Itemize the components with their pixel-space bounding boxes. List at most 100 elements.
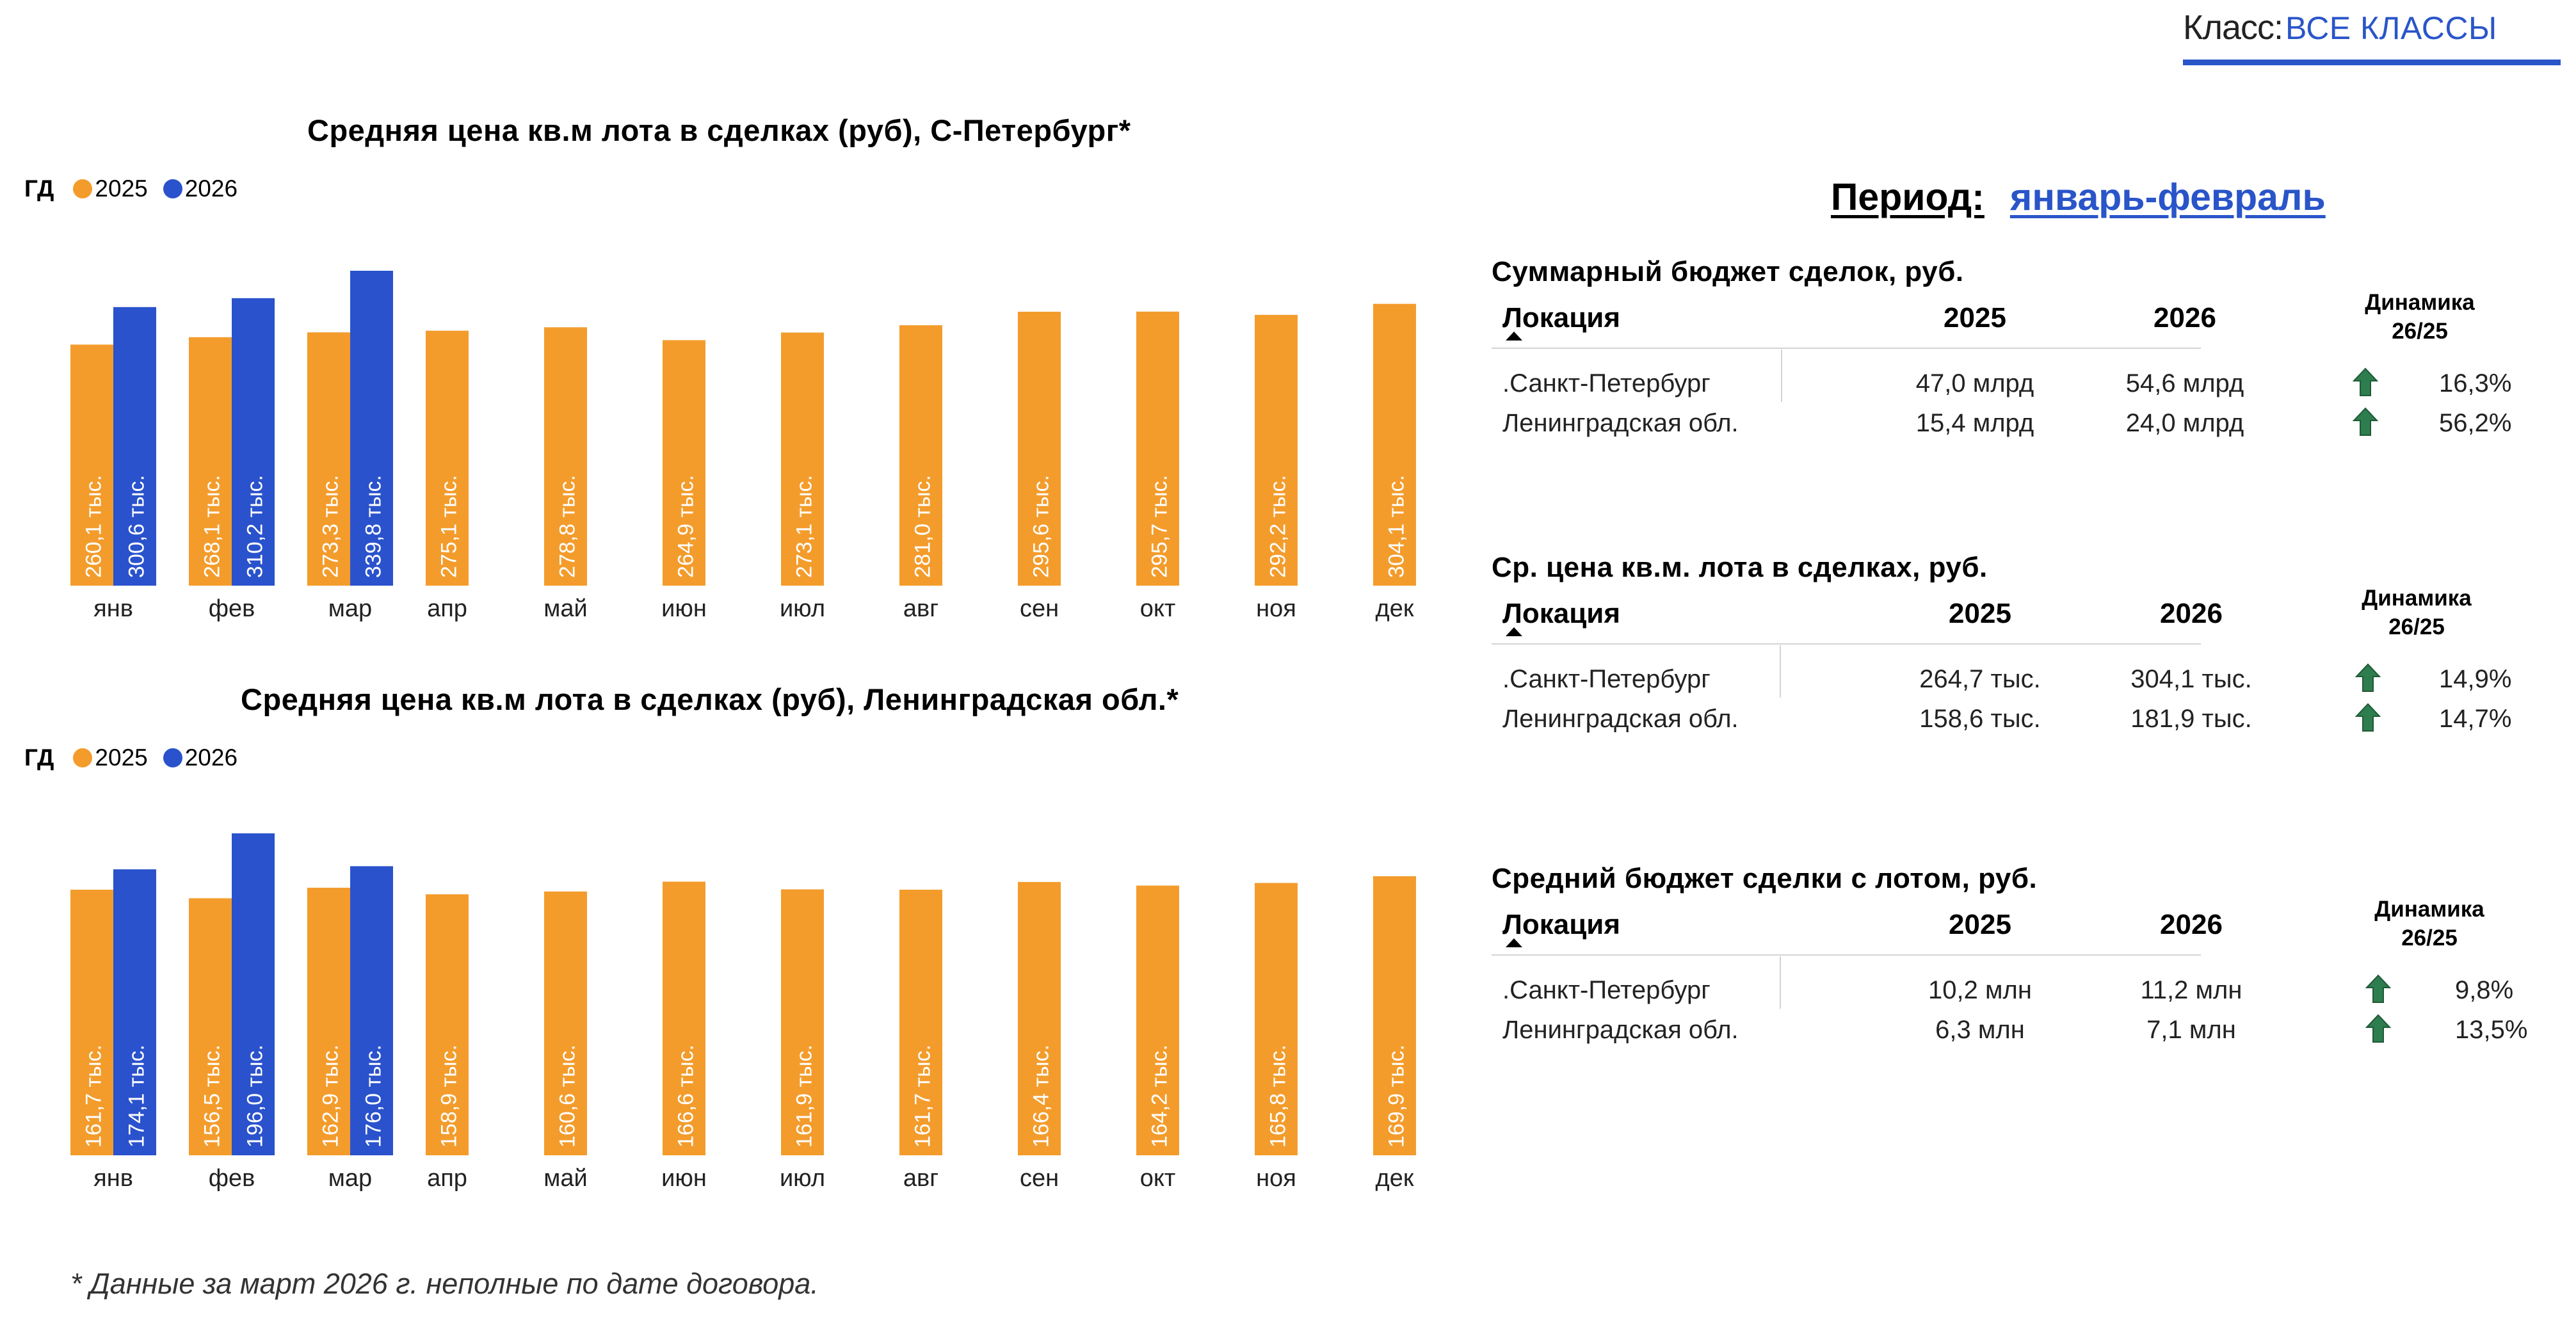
- x-tick-label: авг: [903, 1165, 938, 1192]
- sort-ascending-icon[interactable]: [1506, 627, 1522, 636]
- chart-lo-title: Средняя цена кв.м лота в сделках (руб), …: [241, 682, 1179, 716]
- data-label: 281,0 тыс.: [910, 475, 935, 578]
- bar-2025-янв[interactable]: [70, 344, 113, 586]
- chart-spb-legend: ГД 2025 2026: [24, 175, 253, 202]
- chart-lo: 161,7 тыс. 174,1 тыс. янв 156,5 тыс. 196,0 т…: [70, 833, 1416, 1192]
- x-tick-label: июн: [661, 595, 707, 622]
- bar-2026-янв[interactable]: [113, 869, 156, 1155]
- bar-2025-апр[interactable]: [426, 894, 469, 1155]
- legend-gd-label: ГД: [24, 744, 54, 771]
- class-filter-label: Класс:: [2183, 8, 2283, 47]
- table-title: Суммарный бюджет сделок, руб.: [1492, 256, 1964, 287]
- column-header-2026[interactable]: 2026: [2153, 302, 2216, 333]
- bar-2025-мар[interactable]: [307, 887, 350, 1155]
- x-tick-label: июл: [780, 595, 825, 622]
- bar-2025-июн[interactable]: [663, 340, 705, 586]
- bar-2025-авг[interactable]: [899, 325, 942, 586]
- bar-2025-июл[interactable]: [781, 332, 824, 586]
- data-label: 166,4 тыс.: [1029, 1045, 1053, 1148]
- legend-item-2025[interactable]: 2025: [73, 744, 148, 771]
- column-header-2026[interactable]: 2026: [2160, 909, 2223, 940]
- bar-2026-мар[interactable]: [350, 271, 393, 586]
- legend-item-2026[interactable]: 2026: [163, 175, 237, 202]
- bar-2025-мар[interactable]: [307, 332, 350, 586]
- row-value-2025: 15,4 млрд: [1915, 409, 2034, 437]
- bar-2025-июл[interactable]: [781, 889, 824, 1155]
- dynamics-sub-label: 26/25: [2401, 926, 2458, 950]
- header-divider: [1492, 954, 2201, 956]
- arrow-up-icon: [2365, 1014, 2392, 1043]
- bar-2025-фев[interactable]: [189, 337, 232, 586]
- column-header-2026[interactable]: 2026: [2160, 598, 2223, 629]
- data-label: 273,3 тыс.: [318, 475, 342, 578]
- column-header-2025[interactable]: 2025: [1949, 598, 2011, 629]
- bar-2025-сен[interactable]: [1018, 881, 1061, 1155]
- bar-2026-янв[interactable]: [113, 307, 156, 586]
- x-tick-label: июн: [661, 1165, 707, 1192]
- bar-2025-май[interactable]: [544, 327, 587, 586]
- column-header-2025[interactable]: 2025: [1944, 302, 2006, 333]
- bar-2025-окт[interactable]: [1136, 311, 1179, 586]
- x-tick-label: май: [543, 1165, 588, 1192]
- bar-2025-дек[interactable]: [1373, 876, 1416, 1155]
- column-header-2025[interactable]: 2025: [1949, 909, 2011, 940]
- x-tick-label: апр: [427, 595, 467, 622]
- row-dynamics: 9,8%: [2455, 976, 2514, 1004]
- legend-dot-2025: [73, 748, 93, 767]
- bar-2026-фев[interactable]: [232, 298, 275, 586]
- data-label: 158,9 тыс.: [437, 1045, 461, 1148]
- x-tick-label: фев: [209, 1165, 255, 1192]
- legend-dot-2025: [73, 179, 93, 198]
- bar-2025-май[interactable]: [544, 891, 587, 1155]
- data-label: 295,6 тыс.: [1029, 475, 1053, 578]
- data-label: 169,9 тыс.: [1384, 1045, 1408, 1148]
- bar-2025-ноя[interactable]: [1255, 883, 1298, 1155]
- bar-2025-апр[interactable]: [426, 330, 469, 586]
- row-location: Ленинградская обл.: [1502, 409, 1739, 437]
- row-value-2026: 7,1 млн: [2146, 1016, 2236, 1044]
- bar-2025-янв[interactable]: [70, 890, 113, 1155]
- bar-2025-фев[interactable]: [189, 898, 232, 1155]
- row-value-2025: 264,7 тыс.: [1919, 665, 2041, 693]
- x-tick-label: мар: [328, 595, 372, 622]
- period-value[interactable]: январь-февраль: [2009, 176, 2326, 218]
- bar-2025-дек[interactable]: [1373, 303, 1416, 586]
- data-label: 161,7 тыс.: [910, 1045, 935, 1148]
- bar-2025-ноя[interactable]: [1255, 314, 1298, 586]
- column-header-location[interactable]: Локация: [1502, 302, 1621, 333]
- bar-2025-окт[interactable]: [1136, 885, 1179, 1155]
- bar-2026-фев[interactable]: [232, 833, 275, 1155]
- legend-item-2026[interactable]: 2026: [163, 744, 237, 771]
- data-label: 304,1 тыс.: [1384, 475, 1408, 578]
- bar-2025-июн[interactable]: [663, 881, 705, 1155]
- sort-ascending-icon[interactable]: [1506, 938, 1522, 947]
- table-1: Суммарный бюджет сделок, руб. Локация 2025…: [1492, 256, 2573, 467]
- x-tick-label: ноя: [1256, 595, 1296, 622]
- row-value-2026: 24,0 млрд: [2125, 409, 2244, 437]
- period-selector: Период: январь-февраль: [1831, 175, 2326, 219]
- chart-lo-legend: ГД 2025 2026: [24, 744, 253, 771]
- column-divider: [1780, 956, 1781, 1009]
- class-filter[interactable]: Класс:ВСЕ КЛАССЫ: [2183, 8, 2561, 65]
- row-dynamics: 16,3%: [2439, 369, 2512, 397]
- data-label: 273,1 тыс.: [792, 475, 816, 578]
- x-tick-label: окт: [1140, 595, 1176, 622]
- column-header-location[interactable]: Локация: [1502, 598, 1621, 629]
- column-header-location[interactable]: Локация: [1502, 909, 1621, 940]
- sort-ascending-icon[interactable]: [1506, 332, 1522, 341]
- bar-2025-сен[interactable]: [1018, 311, 1061, 586]
- bar-2025-авг[interactable]: [899, 890, 942, 1155]
- class-filter-value[interactable]: ВСЕ КЛАССЫ: [2285, 10, 2497, 46]
- data-label: 161,7 тыс.: [81, 1045, 106, 1148]
- row-location: .Санкт-Петербург: [1502, 369, 1711, 397]
- legend-item-2025[interactable]: 2025: [73, 175, 148, 202]
- table-3: Средний бюджет сделки с лотом, руб. Локац…: [1492, 863, 2573, 1074]
- row-dynamics: 13,5%: [2455, 1016, 2528, 1044]
- arrow-up-icon: [2365, 974, 2392, 1003]
- bar-2026-мар[interactable]: [350, 866, 393, 1155]
- data-label: 260,1 тыс.: [81, 475, 106, 578]
- row-location: .Санкт-Петербург: [1502, 976, 1711, 1004]
- table-2: Ср. цена кв.м. лота в сделках, руб. Локац…: [1492, 552, 2573, 763]
- x-tick-label: апр: [427, 1165, 467, 1192]
- table-title: Ср. цена кв.м. лота в сделках, руб.: [1492, 552, 1988, 583]
